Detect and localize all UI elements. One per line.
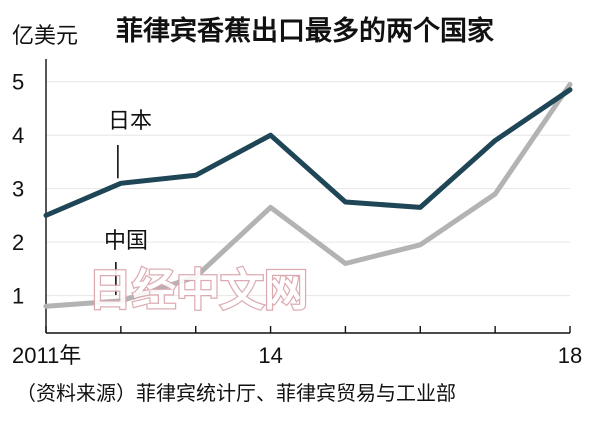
x-tick-label-2014: 14 <box>258 343 282 368</box>
series-line-china <box>43 81 573 309</box>
x-ticks: 2011年 14 18 <box>12 326 582 368</box>
watermark: 日经中文网 <box>88 265 308 316</box>
unit-label: 亿美元 <box>12 24 78 49</box>
y-tick-label-4: 4 <box>12 123 24 148</box>
series-line-japan <box>43 87 573 218</box>
y-tick-label-1: 1 <box>12 284 24 309</box>
source-note: （资料来源）菲律宾统计厅、菲律宾贸易与工业部 <box>16 381 456 405</box>
y-tick-label-2: 2 <box>12 230 24 255</box>
x-tick-label-2018: 18 <box>558 343 582 368</box>
gridlines <box>45 59 570 334</box>
y-tick-label-5: 5 <box>12 70 24 95</box>
y-tick-label-3: 3 <box>12 177 24 202</box>
y-tick-labels: 1 2 3 4 5 <box>12 70 24 309</box>
x-tick-label-2011: 2011年 <box>12 343 81 368</box>
series-label-japan: 日本 <box>108 109 152 134</box>
chart-title: 菲律宾香蕉出口最多的两个国家 <box>116 15 494 47</box>
series-label-china: 中国 <box>104 229 148 254</box>
series-lines <box>43 81 573 309</box>
